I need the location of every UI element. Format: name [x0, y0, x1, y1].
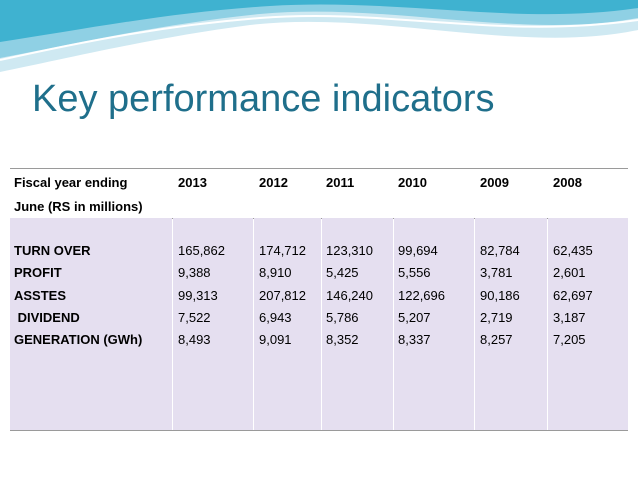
row-label: ASSTES: [14, 287, 67, 303]
column-background: [10, 218, 172, 430]
row-value: 62,435: [553, 243, 593, 258]
year-header: 2010: [398, 175, 427, 190]
row-value: 122,696: [398, 287, 445, 303]
table-bottom-border: [10, 430, 628, 431]
row-value: 8,493: [178, 332, 211, 348]
row-value: 8,910: [259, 265, 292, 281]
row-value: 90,186: [480, 287, 520, 303]
row-value: 99,313: [178, 287, 218, 303]
row-label: PROFIT: [14, 265, 62, 281]
row-value: 5,207: [398, 309, 431, 325]
header-wave: [0, 0, 638, 72]
row-value: 99,694: [398, 243, 438, 258]
row-value: 6,943: [259, 309, 292, 325]
year-header: 2012: [259, 175, 288, 190]
slide-title: Key performance indicators: [32, 78, 495, 120]
row-value: 2,601: [553, 265, 586, 281]
row-value: 8,352: [326, 332, 359, 348]
row-value: 2,719: [480, 309, 513, 325]
column-background: [173, 218, 253, 430]
year-header: 2008: [553, 175, 582, 190]
row-value: 165,862: [178, 243, 225, 258]
row-label: TURN OVER: [14, 243, 91, 258]
year-header: 2009: [480, 175, 509, 190]
row-value: 5,556: [398, 265, 431, 281]
column-background: [322, 218, 393, 430]
row-value: 146,240: [326, 287, 373, 303]
row-value: 3,187: [553, 309, 586, 325]
row-value: 5,425: [326, 265, 359, 281]
row-value: 9,388: [178, 265, 211, 281]
row-label: DIVIDEND: [14, 309, 80, 325]
row-value: 8,337: [398, 332, 431, 348]
column-background: [254, 218, 321, 430]
row-value: 7,205: [553, 332, 586, 348]
header-label: June (RS in millions): [14, 199, 143, 214]
row-value: 5,786: [326, 309, 359, 325]
row-value: 174,712: [259, 243, 306, 258]
column-background: [548, 218, 628, 430]
column-background: [394, 218, 474, 430]
row-label: GENERATION (GWh): [14, 332, 143, 348]
year-header: 2011: [326, 175, 355, 190]
row-value: 207,812: [259, 287, 306, 303]
row-value: 7,522: [178, 309, 211, 325]
row-value: 82,784: [480, 243, 520, 258]
column-background: [475, 218, 547, 430]
row-value: 3,781: [480, 265, 513, 281]
row-value: 8,257: [480, 332, 513, 348]
table-top-border: [10, 168, 628, 169]
year-header: 2013: [178, 175, 207, 190]
row-value: 123,310: [326, 243, 373, 258]
row-value: 9,091: [259, 332, 292, 348]
row-value: 62,697: [553, 287, 593, 303]
header-label: Fiscal year ending: [14, 175, 128, 190]
